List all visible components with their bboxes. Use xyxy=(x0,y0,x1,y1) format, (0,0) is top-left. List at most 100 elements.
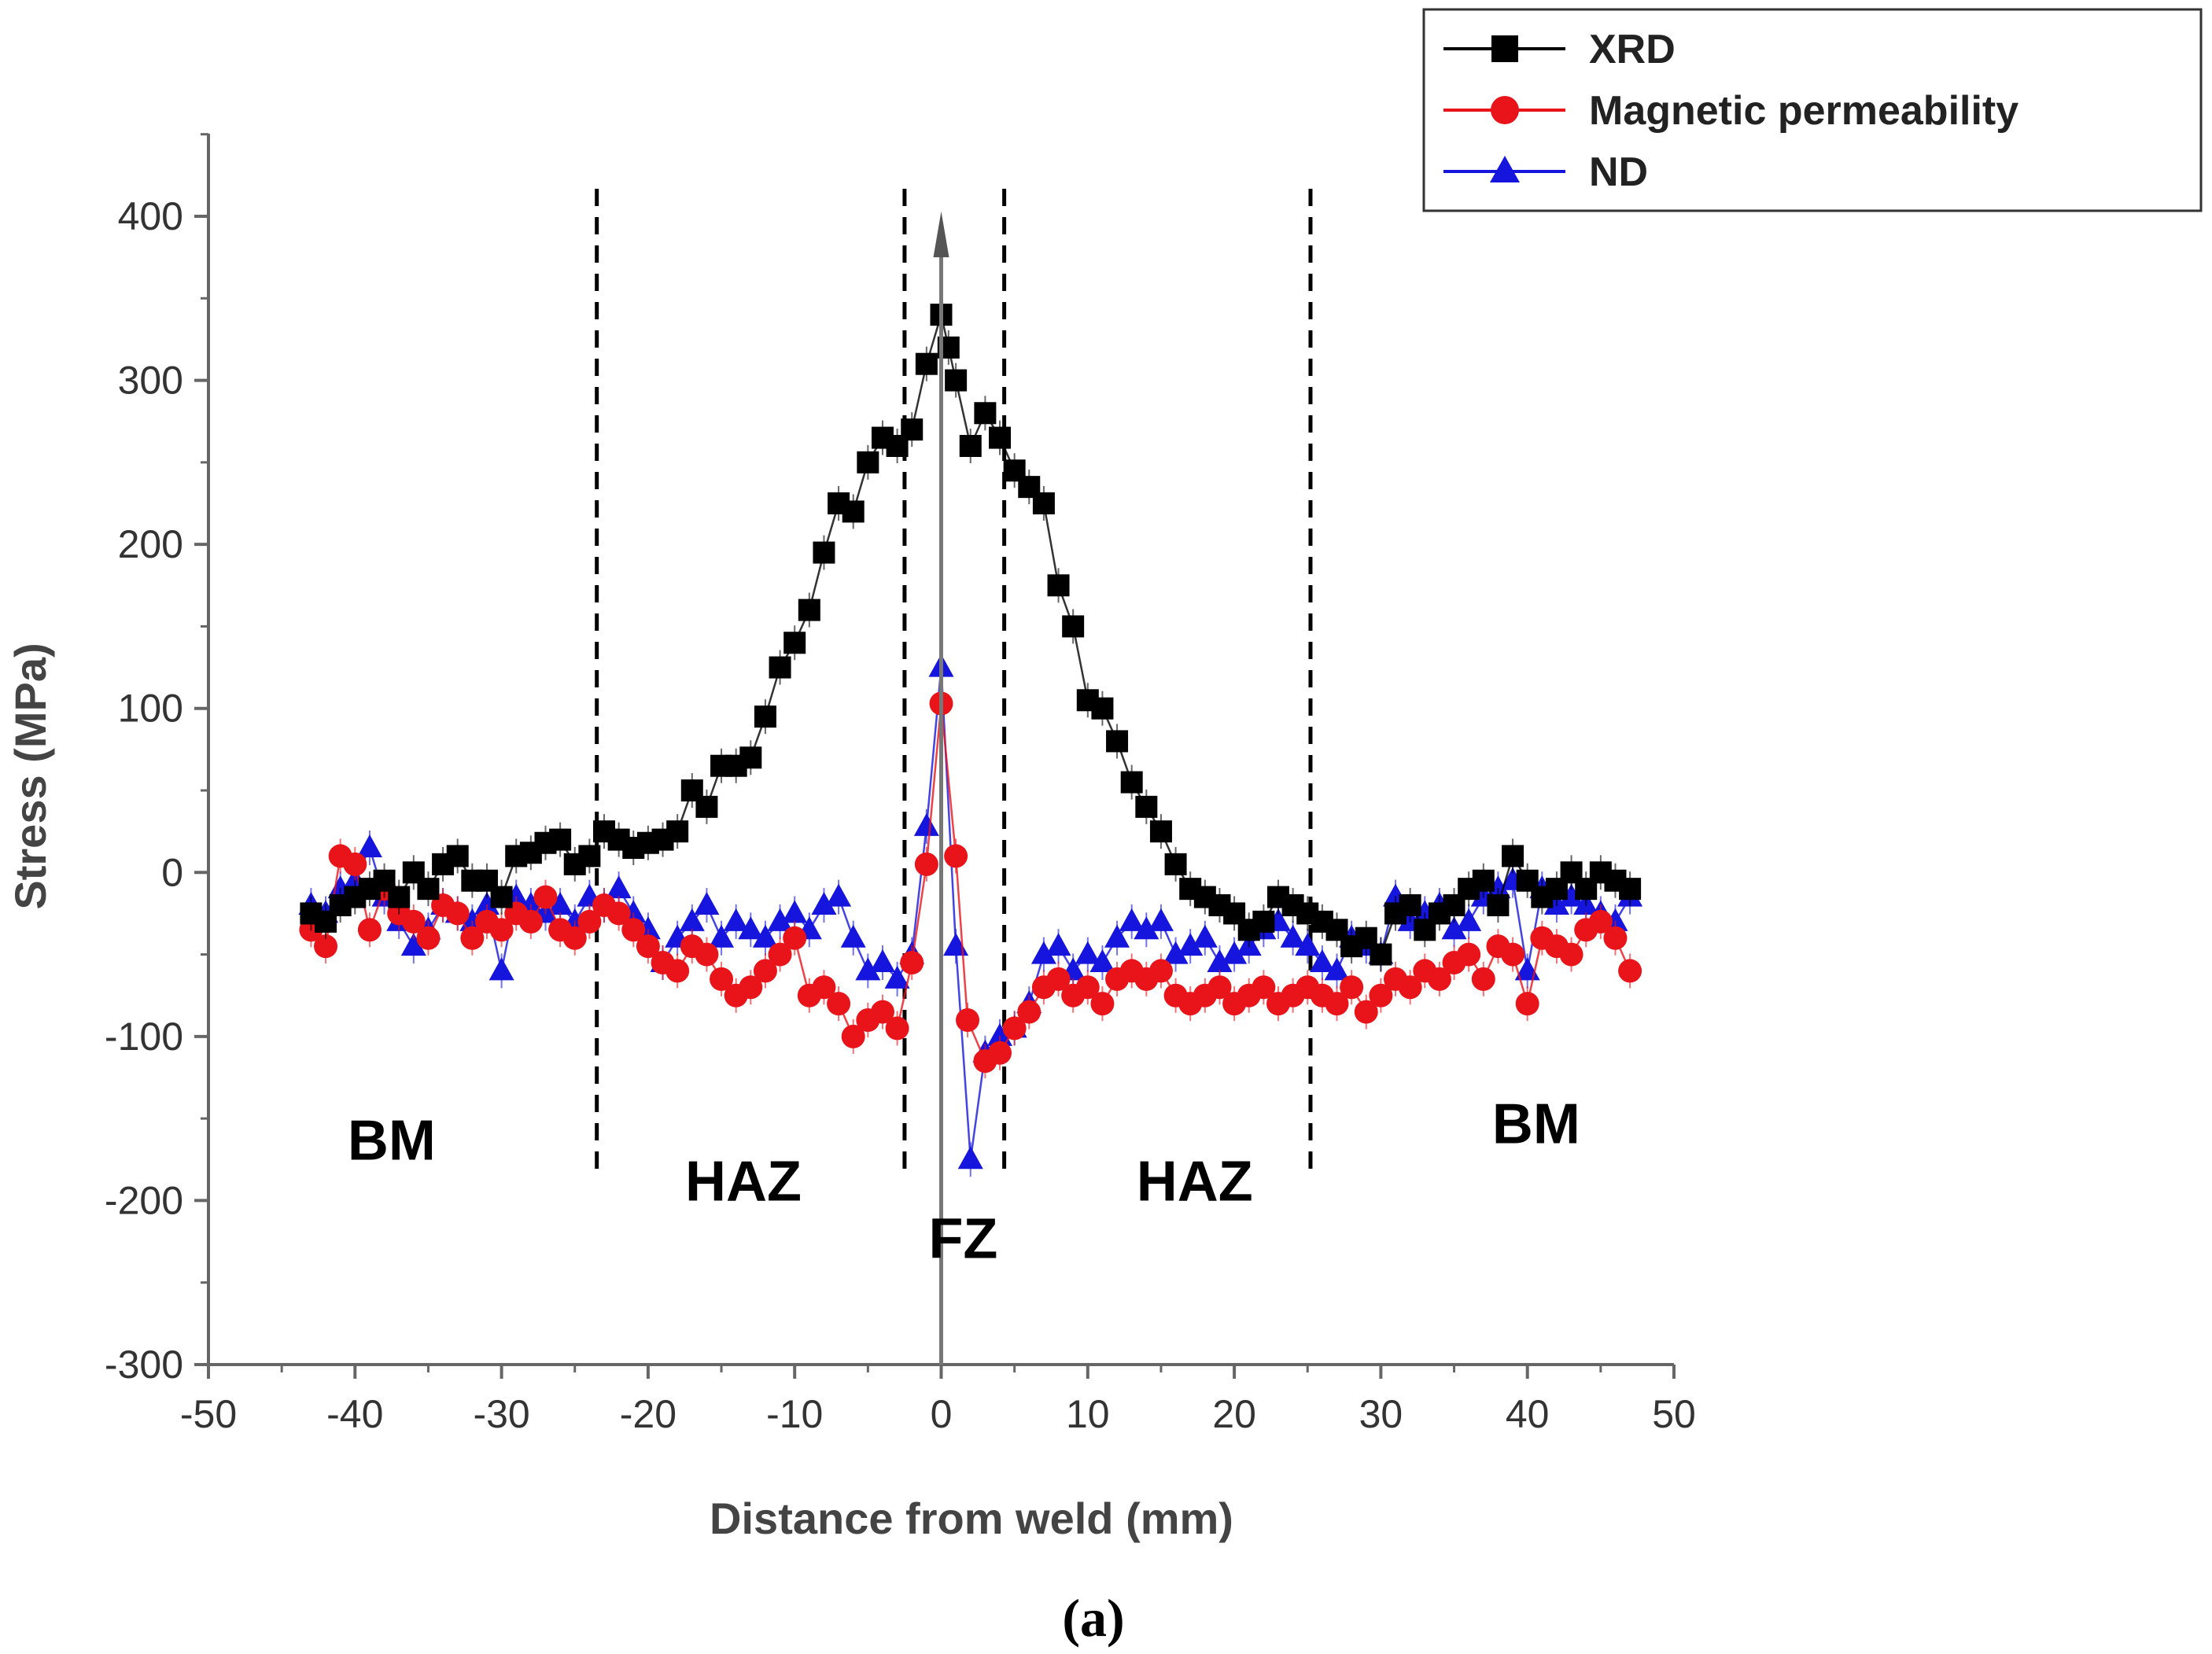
data-point xyxy=(957,1146,983,1170)
y-tick-label: 200 xyxy=(118,522,183,566)
x-ticks: -50 -40 -30 -20 -10 0 10 20 30 40 50 xyxy=(180,1365,1696,1436)
data-point xyxy=(1370,943,1392,966)
data-point xyxy=(1207,949,1233,972)
region-label-bm: BM xyxy=(1492,1092,1580,1155)
data-point xyxy=(1588,909,1613,934)
data-point xyxy=(944,844,968,868)
legend-marker xyxy=(1491,35,1518,62)
data-point xyxy=(783,632,806,654)
legend-label: ND xyxy=(1589,149,1648,195)
data-point xyxy=(914,852,938,876)
data-point xyxy=(665,959,690,983)
data-point xyxy=(417,878,440,901)
data-point xyxy=(401,909,426,934)
y-axis-title: Stress (MPa) xyxy=(6,643,55,909)
y-tick-label: 300 xyxy=(118,359,183,403)
data-point xyxy=(1399,894,1421,916)
data-point xyxy=(400,933,426,956)
data-point xyxy=(739,746,762,769)
data-point xyxy=(343,852,367,876)
data-point xyxy=(753,959,777,983)
data-point xyxy=(943,933,969,956)
center-arrow xyxy=(933,211,949,258)
x-tick-label: -50 xyxy=(180,1392,237,1436)
data-point xyxy=(1046,967,1071,991)
data-point xyxy=(489,918,514,942)
data-point xyxy=(1515,992,1539,1016)
x-tick-label: 30 xyxy=(1359,1392,1403,1436)
data-point xyxy=(446,845,469,868)
data-point xyxy=(1192,924,1218,948)
data-point xyxy=(1427,967,1451,991)
data-point xyxy=(869,949,895,972)
data-point xyxy=(1148,959,1173,983)
data-point xyxy=(1091,697,1114,720)
data-point xyxy=(1089,949,1115,972)
data-point xyxy=(723,908,749,931)
fusion-line xyxy=(933,211,949,1365)
data-point xyxy=(562,926,587,950)
legend-item: ND xyxy=(1443,149,1648,195)
data-point xyxy=(1075,975,1100,1000)
data-point xyxy=(445,901,470,926)
data-point xyxy=(1090,992,1115,1016)
data-point xyxy=(901,418,924,441)
data-point xyxy=(1398,975,1422,1000)
y-tick-label: 400 xyxy=(118,194,183,238)
data-point xyxy=(769,656,791,679)
x-tick-label: 10 xyxy=(1066,1392,1110,1436)
data-point xyxy=(913,812,939,836)
data-point xyxy=(1120,771,1143,794)
data-point xyxy=(857,451,879,473)
data-point xyxy=(768,942,792,967)
data-point xyxy=(416,926,441,950)
data-point xyxy=(956,1008,980,1032)
y-tick-label: 100 xyxy=(118,687,183,731)
region-labels: BM HAZ FZ HAZ BM xyxy=(348,1092,1580,1270)
data-point xyxy=(1559,942,1583,967)
data-point xyxy=(1280,924,1306,948)
x-tick-label: -40 xyxy=(326,1392,383,1436)
legend-marker xyxy=(1491,96,1519,124)
data-point xyxy=(1456,908,1482,931)
data-point xyxy=(767,908,793,931)
data-point xyxy=(1075,941,1100,964)
region-label-fz: FZ xyxy=(928,1207,997,1270)
data-point xyxy=(1618,959,1642,983)
data-point xyxy=(870,1000,894,1024)
series-line xyxy=(310,703,1631,1063)
data-point xyxy=(695,942,719,967)
series-magnetic-permeability xyxy=(299,686,1642,1079)
data-point xyxy=(1148,908,1174,931)
legend-marker xyxy=(1490,156,1520,182)
data-point xyxy=(1354,1000,1378,1024)
legend-item: XRD xyxy=(1443,27,1676,72)
data-point xyxy=(754,705,776,728)
data-point xyxy=(1002,1016,1027,1041)
data-point xyxy=(739,975,763,1000)
data-point xyxy=(710,967,734,991)
data-point xyxy=(1501,942,1525,967)
y-tick-label: -200 xyxy=(105,1178,183,1222)
data-point xyxy=(549,828,572,851)
data-point xyxy=(460,926,485,950)
data-point xyxy=(1149,820,1172,843)
data-point xyxy=(578,845,601,868)
data-point xyxy=(974,402,997,425)
x-tick-label: -10 xyxy=(766,1392,823,1436)
data-point xyxy=(621,918,646,942)
data-point xyxy=(945,369,968,392)
x-tick-label: 50 xyxy=(1652,1392,1696,1436)
data-point xyxy=(1502,845,1524,868)
data-point xyxy=(1252,975,1276,1000)
data-point xyxy=(988,1041,1012,1065)
y-tick-label: -100 xyxy=(105,1015,183,1059)
data-point xyxy=(1047,574,1070,597)
legend-label: XRD xyxy=(1589,27,1676,72)
data-point xyxy=(798,599,820,621)
region-label-bm: BM xyxy=(348,1109,436,1172)
y-tick-label: 0 xyxy=(161,850,183,894)
data-point xyxy=(1441,916,1467,940)
legend: XRD Magnetic permeability ND xyxy=(1422,8,2203,212)
